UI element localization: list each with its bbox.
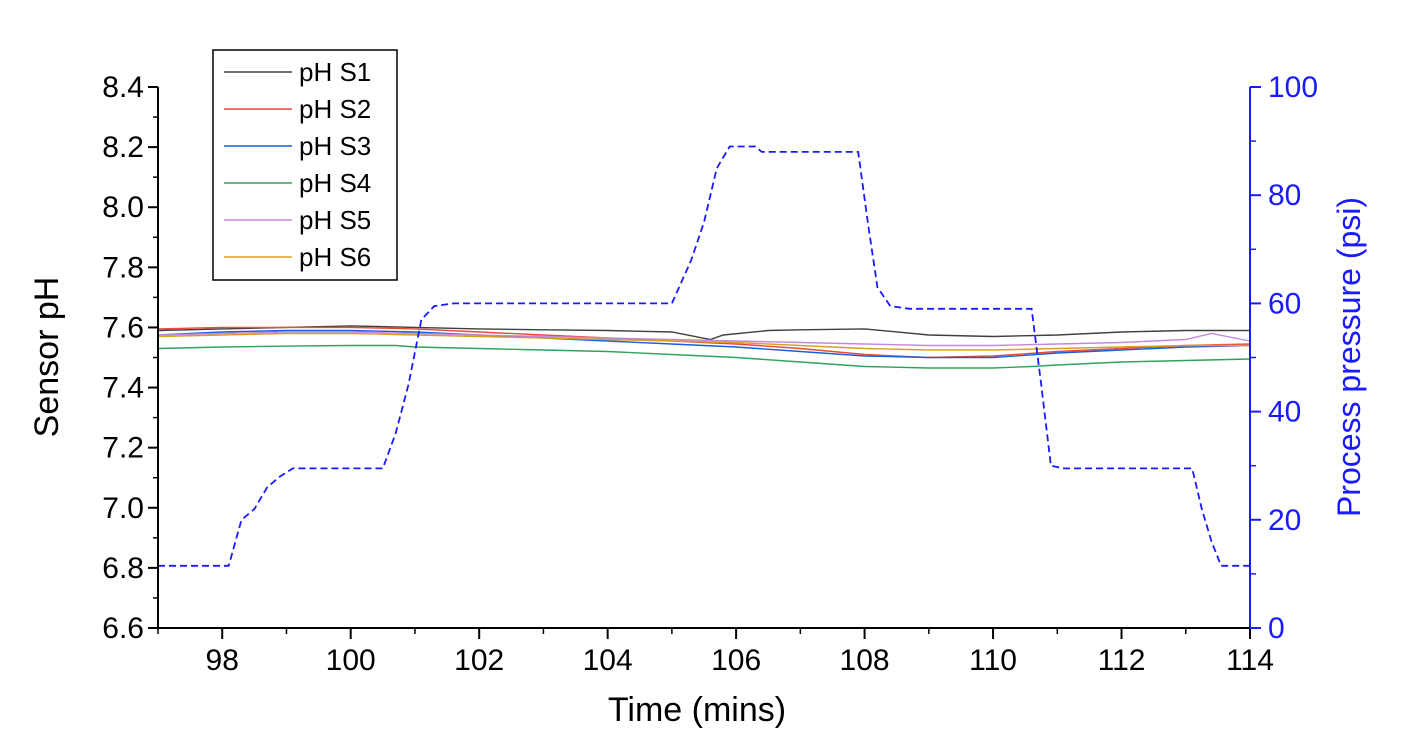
legend-label-6: pH S6 <box>299 242 371 272</box>
x-tick-label: 114 <box>1226 644 1274 677</box>
plot-lines <box>157 145 1251 567</box>
y-tick-label: 8.2 <box>102 131 144 164</box>
x-tick-label: 102 <box>454 644 504 677</box>
y2-tick-label: 100 <box>1268 71 1318 104</box>
legend-label-3: pH S3 <box>299 131 371 161</box>
y2-axis-title: Process pressure (psi) <box>1331 197 1367 517</box>
legend-label-1: pH S1 <box>299 57 371 87</box>
y-axis-title: Sensor pH <box>28 277 66 438</box>
legend: pH S1 pH S2 pH S3 pH S4 pH S5 pH S6 <box>212 49 398 281</box>
y2-tick-label: 60 <box>1268 287 1301 320</box>
y-tick-label: 7.4 <box>102 372 144 405</box>
series-line-1 <box>157 325 1250 341</box>
x-tick-label: 106 <box>711 644 761 677</box>
x-axis-title: Time (mins) <box>608 691 786 729</box>
x-tick-label: 98 <box>206 644 239 677</box>
pressure-series-line <box>158 145 1250 567</box>
y-tick-label: 6.8 <box>102 552 144 585</box>
legend-box <box>212 49 398 281</box>
legend-label-2: pH S2 <box>299 94 371 124</box>
y-tick-label: 8.4 <box>102 71 144 104</box>
y2-tick-label: 20 <box>1268 504 1301 537</box>
series-line-5 <box>157 331 1251 347</box>
series-line-6 <box>157 332 1250 351</box>
legend-label-4: pH S4 <box>299 168 371 198</box>
y2-tick-label: 0 <box>1268 612 1285 645</box>
y2-tick-label: 40 <box>1268 396 1301 429</box>
y-tick-label: 7.6 <box>102 311 144 344</box>
y-tick-label: 7.2 <box>102 432 144 465</box>
y-tick-label: 7.0 <box>102 492 144 525</box>
x-tick-label: 100 <box>326 644 376 677</box>
y2-tick-label: 80 <box>1268 179 1301 212</box>
x-tick-label: 112 <box>1098 644 1146 677</box>
series-line-4 <box>157 344 1251 369</box>
axes: 98 100 102 104 106 108 110 112 114 6.6 6.8 7.0 7.2 7.… <box>102 71 1318 677</box>
x-tick-label: 104 <box>583 644 633 677</box>
y-tick-label: 6.6 <box>102 612 144 645</box>
x-tick-label: 108 <box>840 644 890 677</box>
y-tick-label: 8.0 <box>102 191 144 224</box>
legend-label-5: pH S5 <box>299 205 371 235</box>
series-line-3 <box>157 329 1251 359</box>
y-tick-label: 7.8 <box>102 251 144 284</box>
series-line-2 <box>157 326 1251 359</box>
x-tick-label: 110 <box>969 644 1017 677</box>
